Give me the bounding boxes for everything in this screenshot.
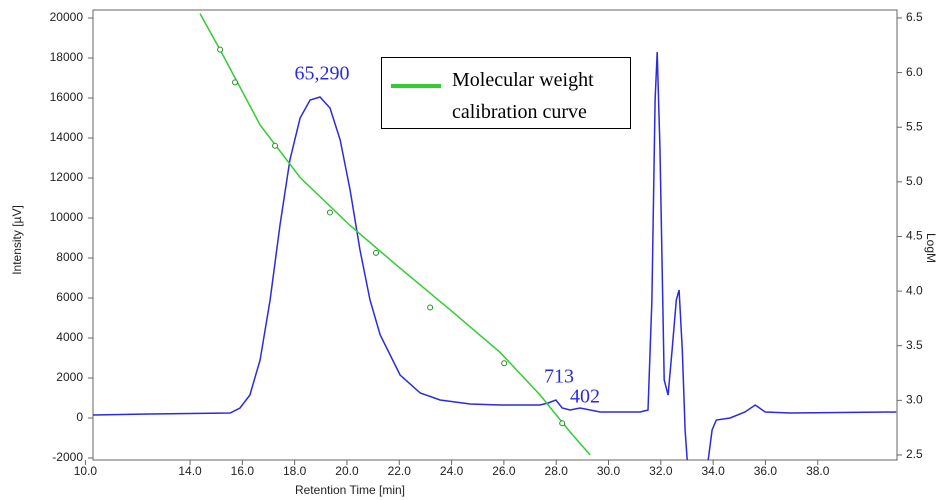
y2-tick-label: 2.5 bbox=[906, 447, 923, 461]
y-tick-label: 20000 bbox=[50, 10, 84, 24]
y2-tick-label: 5.0 bbox=[906, 174, 923, 188]
legend-swatch bbox=[391, 84, 441, 88]
y2-tick-label: 3.0 bbox=[906, 393, 923, 407]
calibration-point bbox=[372, 249, 379, 256]
y-axis-label: Intensity [µV] bbox=[10, 205, 24, 275]
x-tick-label: 16.0 bbox=[231, 464, 255, 478]
x-axis-label: Retention Time [min] bbox=[295, 483, 405, 497]
y2-tick-label: 3.5 bbox=[906, 338, 923, 352]
x-tick-label: 20.0 bbox=[335, 464, 359, 478]
x-tick-label: 30.0 bbox=[597, 464, 621, 478]
y2-tick-label: 6.0 bbox=[906, 65, 923, 79]
y-tick-label: -2000 bbox=[52, 450, 83, 464]
legend: Molecular weight calibration curve bbox=[381, 57, 631, 129]
x-tick-label: 38.0 bbox=[806, 464, 830, 478]
x-tick-label: 10.0 bbox=[74, 464, 98, 478]
y2-tick-label: 6.5 bbox=[906, 10, 923, 24]
y-tick-label: 0 bbox=[76, 410, 83, 424]
plot-area bbox=[93, 13, 897, 460]
y-tick-label: 8000 bbox=[56, 250, 83, 264]
chromatogram-line bbox=[93, 51, 897, 460]
x-tick-label: 24.0 bbox=[440, 464, 464, 478]
y-tick-label: 12000 bbox=[50, 170, 84, 184]
calibration-point bbox=[272, 142, 279, 149]
y-tick-label: 6000 bbox=[56, 290, 83, 304]
x-tick-label: 22.0 bbox=[388, 464, 412, 478]
y2-axis-label: LogM bbox=[924, 233, 938, 263]
legend-label: Molecular weight calibration curve bbox=[452, 69, 594, 123]
peak-annotation: 713 bbox=[544, 366, 574, 388]
x-tick-label: 32.0 bbox=[649, 464, 673, 478]
x-tick-label: 18.0 bbox=[283, 464, 307, 478]
x-tick-label: 26.0 bbox=[492, 464, 516, 478]
calibration-point bbox=[427, 304, 434, 311]
peak-annotation: 402 bbox=[570, 386, 600, 408]
y-tick-label: 10000 bbox=[50, 210, 84, 224]
y-tick-label: 18000 bbox=[50, 50, 84, 64]
x-tick-label: 28.0 bbox=[545, 464, 569, 478]
x-tick-label: 14.0 bbox=[178, 464, 202, 478]
x-tick-label: 34.0 bbox=[701, 464, 725, 478]
plot-frame bbox=[92, 9, 898, 461]
y-tick-label: 14000 bbox=[50, 130, 84, 144]
calibration-point bbox=[326, 209, 333, 216]
y-tick-label: 2000 bbox=[56, 370, 83, 384]
y2-tick-label: 5.5 bbox=[906, 119, 923, 133]
calibration-curve bbox=[199, 13, 591, 456]
x-tick-label: 36.0 bbox=[754, 464, 778, 478]
y-tick-label: 16000 bbox=[50, 90, 84, 104]
y2-tick-label: 4.0 bbox=[906, 283, 923, 297]
y2-tick-label: 4.5 bbox=[906, 229, 923, 243]
calibration-point bbox=[217, 46, 224, 53]
calibration-point bbox=[559, 420, 566, 427]
peak-annotation: 65,290 bbox=[295, 63, 350, 85]
calibration-point bbox=[501, 360, 508, 367]
y-tick-label: 4000 bbox=[56, 330, 83, 344]
calibration-point bbox=[232, 79, 239, 86]
